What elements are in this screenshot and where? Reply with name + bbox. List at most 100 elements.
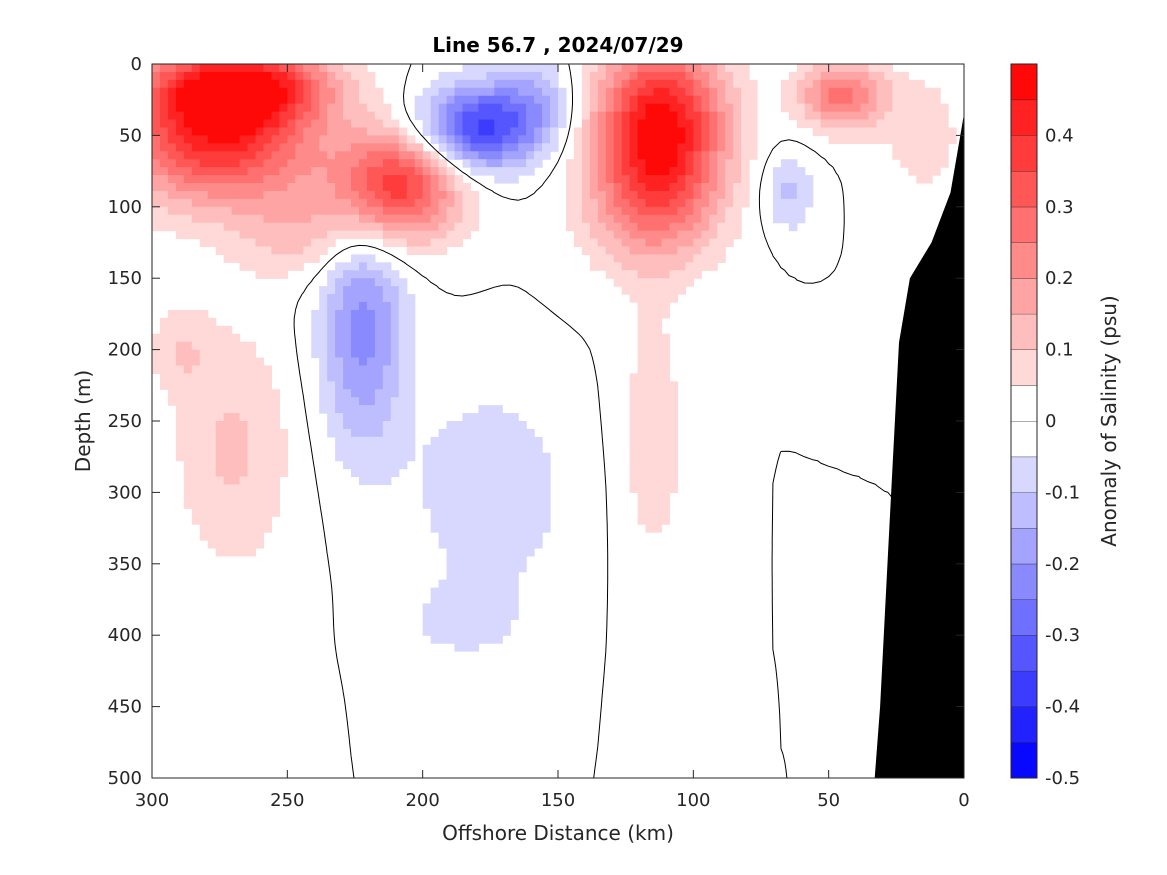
contour-cell [645, 151, 655, 160]
contour-cell [207, 127, 217, 136]
contour-cell [255, 222, 265, 232]
contour-cell [207, 151, 217, 160]
contour-cell [390, 198, 400, 208]
contour-cell [263, 373, 273, 382]
contour-cell [343, 357, 352, 367]
contour-cell [183, 103, 193, 113]
contour-cell [406, 183, 416, 192]
contour-cell [908, 87, 917, 97]
contour-cell [454, 428, 464, 438]
contour-cell [677, 278, 686, 287]
contour-cell [366, 444, 376, 454]
contour-cell [366, 262, 376, 271]
contour-cell [207, 175, 217, 184]
contour-cell [470, 452, 479, 462]
contour-cell [677, 87, 686, 97]
contour-cell [358, 278, 368, 287]
contour-cell [597, 230, 607, 240]
contour-cell [645, 357, 655, 367]
contour-cell [932, 151, 941, 160]
contour-cell [510, 579, 519, 589]
contour-cell [502, 603, 511, 612]
contour-cell [645, 397, 655, 406]
contour-cell [645, 444, 655, 454]
contour-cell [422, 603, 432, 612]
contour-cell [470, 428, 479, 438]
contour-cell [661, 294, 671, 303]
contour-cell [884, 87, 893, 97]
contour-cell [908, 95, 917, 105]
contour-cell [191, 333, 201, 343]
contour-cell [725, 151, 734, 160]
contour-cell [709, 198, 718, 208]
contour-cell [637, 484, 647, 493]
contour-cell [741, 119, 750, 129]
contour-cell [900, 159, 909, 168]
contour-cell [167, 135, 177, 144]
contour-cell [231, 87, 241, 97]
contour-cell [470, 436, 479, 446]
contour-cell [343, 206, 352, 216]
contour-cell [613, 206, 623, 216]
contour-cell [804, 111, 814, 121]
contour-cell [183, 222, 193, 232]
contour-cell [303, 119, 312, 129]
contour-cell [390, 341, 400, 351]
contour-cell [215, 452, 225, 462]
contour-cell [175, 95, 185, 105]
contour-cell [502, 111, 511, 121]
contour-cell [343, 103, 352, 113]
contour-cell [446, 135, 456, 144]
contour-cell [621, 198, 631, 208]
contour-cell [645, 190, 655, 200]
contour-cell [406, 325, 416, 335]
contour-cell [438, 159, 448, 168]
contour-cell [263, 71, 273, 81]
contour-cell [900, 127, 909, 136]
contour-cell [534, 532, 543, 541]
contour-cell [550, 64, 559, 73]
contour-cell [510, 508, 519, 517]
contour-cell [613, 254, 623, 263]
contour-cell [351, 294, 360, 303]
contour-cell [351, 421, 360, 430]
colorbar-band [1011, 313, 1037, 350]
contour-cell [940, 159, 949, 168]
contour-cell [518, 452, 527, 462]
contour-cell [534, 71, 543, 81]
contour-cell [661, 262, 671, 271]
contour-cell [239, 262, 249, 271]
contour-cell [231, 119, 241, 129]
contour-cell [653, 421, 663, 430]
contour-cell [159, 119, 169, 129]
contour-cell [709, 222, 718, 232]
contour-cell [621, 238, 631, 248]
contour-cell [637, 270, 647, 279]
contour-cell [191, 468, 201, 478]
contour-cell [812, 127, 822, 136]
contour-cell [271, 254, 280, 263]
contour-cell [597, 64, 607, 73]
contour-cell [406, 135, 416, 144]
contour-cell [860, 64, 870, 73]
contour-cell [534, 468, 543, 478]
contour-cell [669, 175, 679, 184]
contour-cell [581, 159, 591, 168]
contour-cell [597, 79, 607, 89]
contour-cell [502, 167, 511, 176]
contour-cell [366, 87, 376, 97]
contour-cell [534, 492, 543, 501]
colorbar-tick-label: 0.2 [1045, 268, 1074, 289]
contour-cell [358, 206, 368, 216]
contour-cell [351, 230, 360, 240]
contour-cell [685, 143, 694, 152]
contour-cell [175, 183, 185, 192]
contour-cell [303, 175, 312, 184]
colorbar-band [1011, 421, 1037, 457]
contour-cell [637, 413, 647, 422]
contour-cell [820, 103, 830, 113]
contour-cell [534, 508, 543, 517]
contour-cell [932, 167, 941, 176]
contour-cell [892, 103, 901, 113]
contour-cell [637, 309, 647, 319]
